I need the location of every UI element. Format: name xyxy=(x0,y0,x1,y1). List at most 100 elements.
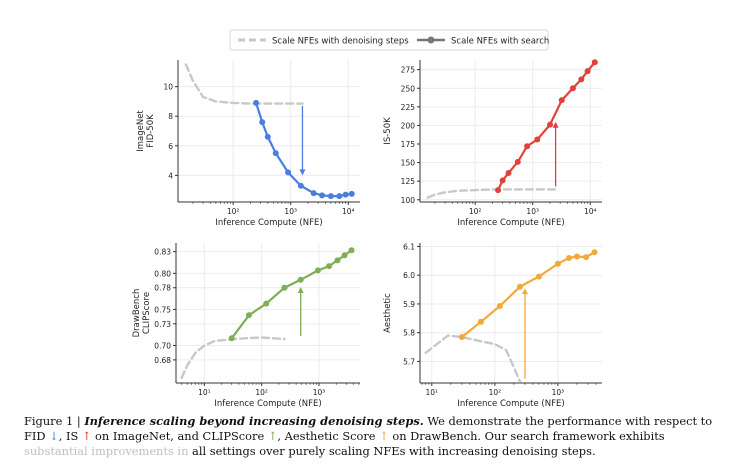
aesthetic-xtick-label: 10² xyxy=(489,388,502,397)
aesthetic-search-point xyxy=(496,302,503,309)
aesthetic-xtick-label: 10¹ xyxy=(426,388,439,397)
is-ytick-label: 100 xyxy=(401,196,416,205)
fid-search-point xyxy=(272,150,279,157)
caption-text-7: all settings over purely scaling NFEs wi… xyxy=(188,444,596,458)
clip-search-point xyxy=(281,284,288,291)
clip-up-arrow-icon: ↑ xyxy=(267,429,278,443)
fid-search-point xyxy=(336,193,343,200)
fid-xtick-label: 10² xyxy=(227,207,240,216)
clip-baseline-line xyxy=(180,336,286,380)
fid-search-point xyxy=(297,182,304,189)
clip-ylabel-line: DrawBench xyxy=(132,289,142,338)
is-search-point xyxy=(569,85,576,92)
fid-arrow-head xyxy=(299,169,306,176)
fid-search-point xyxy=(264,133,271,140)
is-up-arrow-icon: ↑ xyxy=(81,429,92,443)
aesthetic-arrow-head xyxy=(521,288,528,295)
fid-ytick-label: 4 xyxy=(168,171,173,180)
caption-figure-label: Figure 1 | xyxy=(24,414,85,428)
is-ytick-label: 175 xyxy=(401,140,416,149)
fid-xtick-label: 10³ xyxy=(284,207,297,216)
aesthetic-ytick-label: 6.0 xyxy=(403,271,415,280)
clip-xtick-label: 10³ xyxy=(313,388,326,397)
aesthetic-search-point xyxy=(566,254,573,261)
is-search-point xyxy=(578,76,585,83)
is-search-point xyxy=(591,59,598,66)
clip-search-point xyxy=(348,247,355,254)
aesthetic-search-point xyxy=(458,334,465,341)
fid-search-point xyxy=(285,169,292,176)
clip-search-line xyxy=(230,249,353,339)
aesthetic-up-arrow-icon: ↑ xyxy=(379,429,389,443)
fid-ytick-label: 8 xyxy=(168,112,173,121)
fid-search-point xyxy=(327,193,334,200)
aesthetic-panel: 5.7 5.8 5.9 6.0 6.1 10¹ 10² 10³ Inference Comput… xyxy=(383,242,602,409)
caption-title: Inference scaling beyond increasing deno… xyxy=(84,414,424,428)
aesthetic-search-line xyxy=(461,251,596,338)
caption-text-5: on DrawBench. Our search framework exhib… xyxy=(388,429,665,443)
clip-search-point xyxy=(297,276,304,283)
aesthetic-ytick-label: 5.7 xyxy=(403,357,415,366)
clip-ylabel-line: CLIPScore xyxy=(142,292,152,334)
clip-search-point xyxy=(334,257,341,264)
legend-frame xyxy=(229,29,549,51)
aesthetic-search-point xyxy=(535,273,542,280)
clip-ytick-label: 0.78 xyxy=(154,284,171,293)
fid-ytick-label: 6 xyxy=(168,142,173,151)
is-xtick-label: 10³ xyxy=(526,207,539,216)
clip-xtick-label: 10² xyxy=(255,388,268,397)
aesthetic-search-point xyxy=(516,283,523,290)
fid-search-point xyxy=(348,190,355,197)
aesthetic-search-point xyxy=(573,253,580,260)
clip-ytick-label: 0.75 xyxy=(154,305,171,314)
fid-ytick-label: 10 xyxy=(163,83,173,92)
legend-search-marker xyxy=(427,36,435,44)
figure-caption: Figure 1 | Inference scaling beyond incr… xyxy=(24,414,714,459)
clip-ytick-label: 0.80 xyxy=(154,269,171,278)
fid-search-line xyxy=(255,102,352,198)
aesthetic-search-point xyxy=(591,249,598,256)
clip-ytick-label: 0.68 xyxy=(154,356,171,365)
aesthetic-baseline-line xyxy=(424,334,522,383)
clip-search-point xyxy=(245,312,252,319)
clip-ytick-label: 0.70 xyxy=(154,341,171,350)
clip-arrow-head xyxy=(297,287,304,294)
caption-text-2: , IS xyxy=(58,429,82,443)
is-search-point xyxy=(547,121,554,128)
is-panel: 100 125 150 175 200 225 250 275 10² 10³ 10⁴ Inferen… xyxy=(383,59,602,228)
clip-ytick-label: 0.83 xyxy=(154,248,171,257)
legend-search-label: Scale NFEs with search xyxy=(451,37,549,47)
aesthetic-search-point xyxy=(583,254,590,261)
fid-xtick-label: 10⁴ xyxy=(342,207,355,216)
clip-search-point xyxy=(326,263,333,270)
aesthetic-ytick-label: 6.1 xyxy=(403,242,415,251)
clip-search-point xyxy=(263,300,270,307)
fid-search-point xyxy=(319,192,326,199)
caption-text-4: , Aesthetic Score xyxy=(277,429,380,443)
fid-ylabel-line: ImageNet xyxy=(136,110,146,152)
caption-text-6: substantial improvements in xyxy=(24,444,189,458)
fid-xlabel: Inference Compute (NFE) xyxy=(215,218,322,228)
clip-search-point xyxy=(341,252,348,259)
legend-dashed-label: Scale NFEs with denoising steps xyxy=(272,37,409,47)
fid-search-point xyxy=(310,190,317,197)
caption-text-3: on ImageNet, and CLIPScore xyxy=(91,429,268,443)
is-search-point xyxy=(584,68,591,75)
aesthetic-xtick-label: 10³ xyxy=(552,388,565,397)
caption-text-1: We demonstrate the performance with resp… xyxy=(24,414,713,443)
clip-search-point xyxy=(314,267,321,274)
is-arrow-head xyxy=(552,121,559,128)
is-search-point xyxy=(514,158,521,165)
aesthetic-ylabel-line: Aesthetic xyxy=(383,293,393,333)
fid-search-point xyxy=(342,191,349,198)
is-ylabel-line: IS-50K xyxy=(383,117,393,145)
is-ytick-label: 125 xyxy=(401,177,416,186)
is-search-point xyxy=(558,97,565,104)
is-ytick-label: 200 xyxy=(401,121,416,130)
is-baseline-line xyxy=(426,188,557,199)
is-ytick-label: 250 xyxy=(401,84,416,93)
is-ytick-label: 225 xyxy=(401,103,416,112)
fid-search-point xyxy=(253,99,260,106)
fid-baseline-line xyxy=(184,63,304,105)
clip-ytick-label: 0.73 xyxy=(154,320,171,329)
